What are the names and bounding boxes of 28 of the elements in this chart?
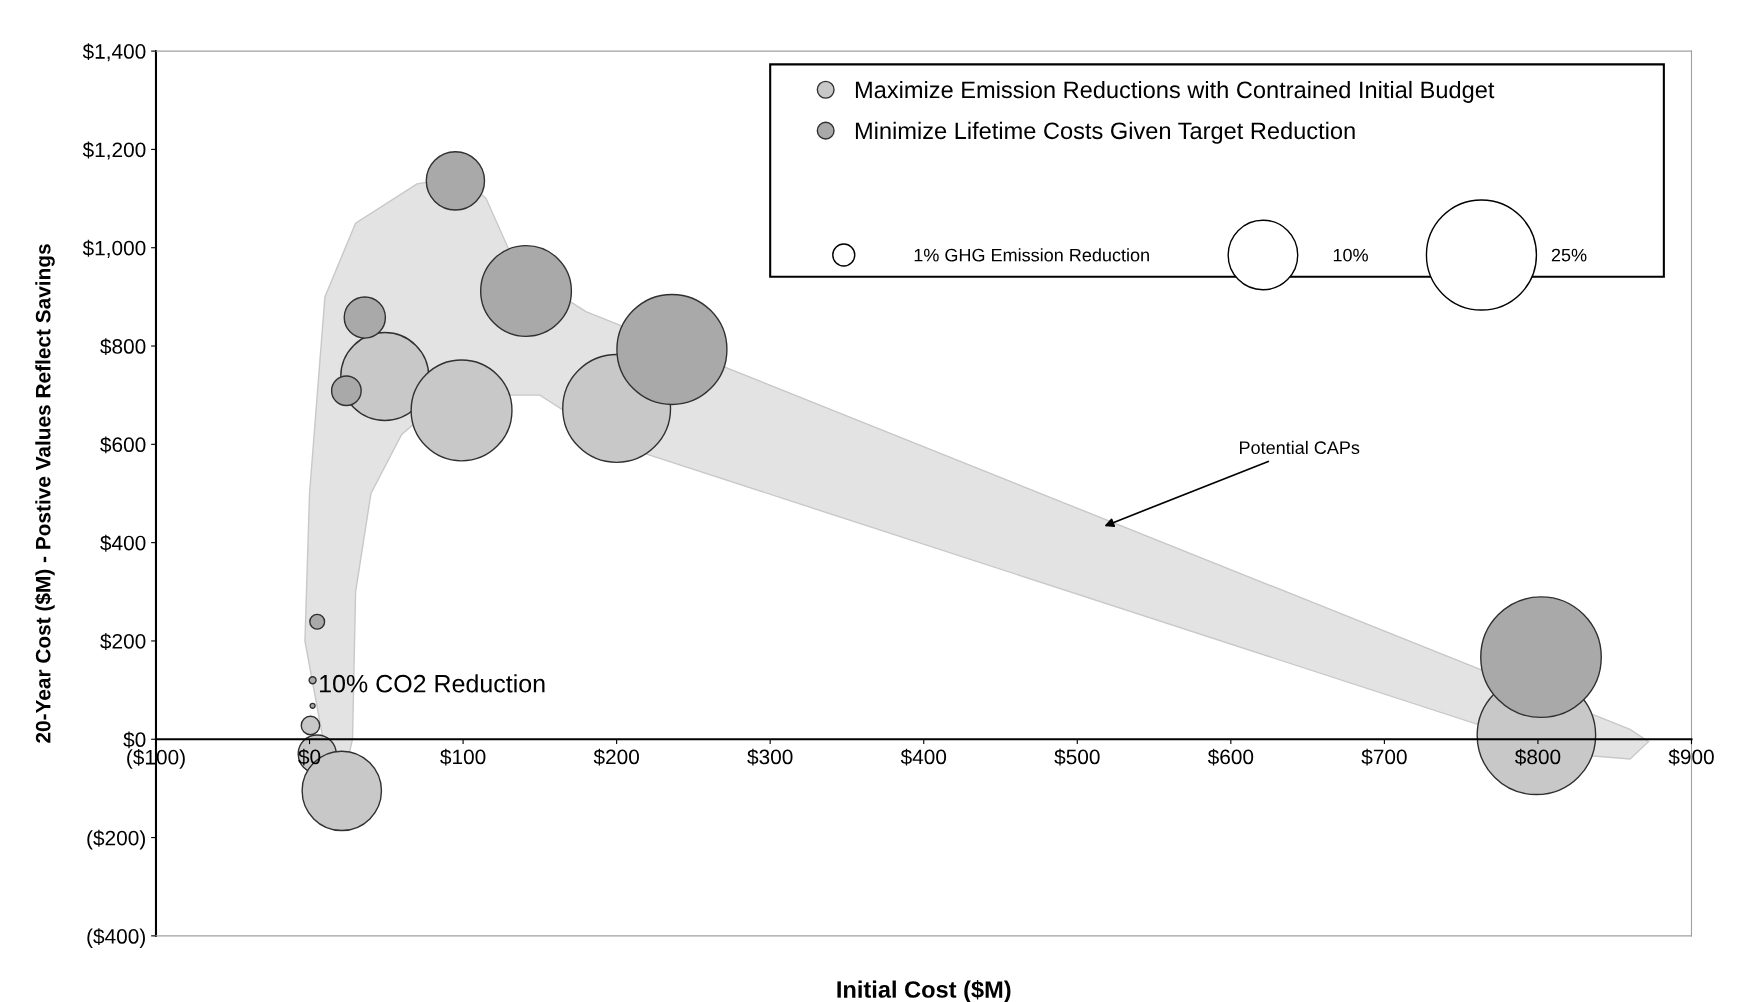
y-tick-label: ($400) bbox=[87, 928, 145, 948]
y-tick-label: $800 bbox=[100, 338, 146, 356]
y-tick-label: $1,000 bbox=[82, 239, 146, 258]
x-tick-label: $800 bbox=[1514, 748, 1561, 766]
x-tick-label: $600 bbox=[1207, 748, 1254, 766]
legend-label: 10% bbox=[1333, 248, 1368, 262]
x-tick-label: $500 bbox=[1054, 748, 1100, 766]
y-axis-title: 20-Year Cost ($M) - Postive Values Reflect Savings bbox=[34, 244, 55, 743]
x-axis-title: Initial Cost ($M) bbox=[837, 980, 1011, 1002]
x-tick-label: $400 bbox=[900, 748, 947, 766]
x-tick-label: $100 bbox=[440, 748, 486, 766]
x-tick-label: $300 bbox=[747, 748, 793, 766]
x-tick-label: $700 bbox=[1361, 748, 1407, 766]
x-tick-label: $200 bbox=[593, 748, 639, 766]
y-tick-label: ($200) bbox=[87, 829, 145, 850]
annotation: 10% CO2 Reduction bbox=[320, 674, 545, 693]
legend-label: Minimize Lifetime Costs Given Target Reduction bbox=[855, 121, 1355, 144]
y-tick-label: $200 bbox=[100, 633, 146, 650]
y-tick-label: $0 bbox=[123, 731, 146, 749]
y-tick-label: $1,200 bbox=[82, 141, 146, 160]
x-tick-label: $900 bbox=[1668, 748, 1714, 766]
annotation: Potential CAPs bbox=[1240, 440, 1360, 455]
y-tick-label: $600 bbox=[100, 436, 146, 454]
legend-label: Maximize Emission Reductions with Contrained Initial Budget bbox=[855, 80, 1495, 103]
legend-label: 1% GHG Emission Reduction bbox=[914, 248, 1149, 262]
y-tick-label: $1,400 bbox=[82, 43, 146, 62]
y-tick-label: $400 bbox=[100, 534, 146, 552]
legend-label: 25% bbox=[1551, 248, 1587, 262]
